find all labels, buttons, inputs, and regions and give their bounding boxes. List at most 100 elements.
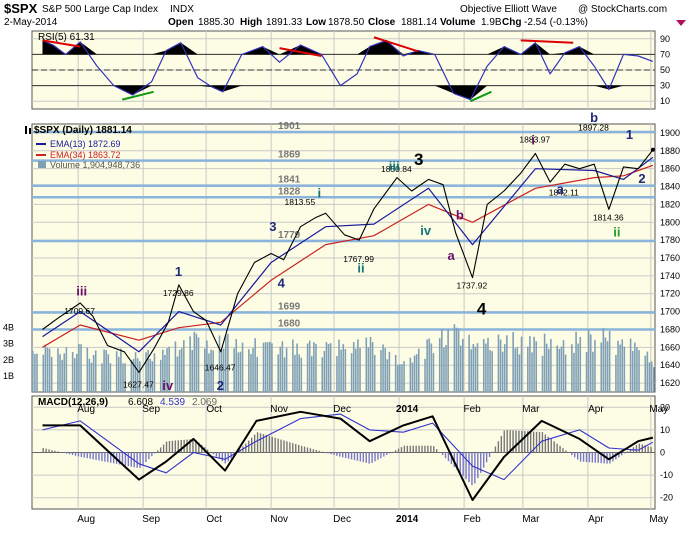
volume-bar: [51, 357, 53, 392]
macd-histogram-bar: [166, 442, 167, 453]
volume-bar: [519, 354, 521, 392]
macd-histogram-bar: [389, 453, 390, 454]
volume-bar: [563, 340, 565, 392]
macd-histogram-bar: [216, 453, 217, 457]
macd-histogram-bar: [504, 431, 505, 453]
volume-bar: [366, 338, 368, 392]
macd-histogram-bar: [592, 453, 593, 463]
low-value: 1878.50: [328, 17, 365, 28]
macd-histogram-bar: [304, 447, 305, 453]
macd-histogram-bar: [418, 446, 419, 453]
volume-bar: [72, 352, 74, 392]
volume-bar: [514, 348, 516, 392]
last-price-marker: [651, 148, 655, 152]
macd-histogram-bar: [363, 453, 364, 463]
macd-tick-label: -20: [660, 493, 673, 503]
price-x-axis-label: May: [649, 404, 668, 415]
volume-bar: [277, 354, 279, 392]
level-label: 1779: [278, 230, 301, 241]
wave-label: 2: [638, 171, 645, 186]
macd-histogram-bar: [54, 451, 55, 453]
volume-bar: [546, 344, 548, 392]
macd-histogram-bar: [624, 453, 625, 454]
volume-bar: [296, 343, 298, 392]
volume-bar: [533, 337, 535, 392]
macd-histogram-bar: [75, 453, 76, 456]
macd-histogram-bar: [371, 453, 372, 463]
volume-bar: [460, 346, 462, 392]
macd-histogram-bar: [474, 453, 475, 484]
volume-bar: [36, 354, 38, 392]
macd-histogram-bar: [413, 446, 414, 453]
volume-bar: [235, 339, 237, 392]
volume-bar: [445, 345, 447, 392]
macd-histogram-bar: [545, 434, 546, 452]
price-annotation: 1709.67: [64, 306, 95, 316]
volume-bar: [619, 345, 621, 392]
macd-histogram-bar: [225, 453, 226, 464]
volume-bar: [370, 337, 372, 392]
macd-histogram-bar: [128, 453, 129, 467]
macd-histogram-bar: [269, 436, 270, 453]
volume-bar: [282, 341, 284, 392]
volume-bar: [636, 347, 638, 392]
price-tick-label: 1720: [660, 289, 680, 299]
macd-histogram-bar: [501, 436, 502, 453]
macd-histogram-bar: [509, 430, 510, 452]
volume-bar: [473, 344, 475, 392]
macd-histogram-bar: [595, 453, 596, 463]
volume-bar: [263, 343, 265, 392]
volume-bar: [294, 355, 296, 392]
volume-bar: [498, 334, 500, 392]
volume-bar: [512, 332, 514, 392]
level-label: 1901: [278, 121, 301, 132]
volume-bar: [286, 348, 288, 392]
wave-label: a: [448, 248, 456, 263]
price-annotation: 1737.92: [457, 281, 488, 291]
macd-histogram-bar: [160, 447, 161, 452]
volume-bar: [338, 340, 340, 392]
volume-bar: [336, 356, 338, 392]
macd-histogram-bar: [298, 445, 299, 453]
volume-bar: [577, 343, 579, 392]
macd-histogram-bar: [486, 453, 487, 463]
volume-bar: [632, 351, 634, 392]
quote-readout: Open 1885.30 High 1891.33 Low 1878.50 Cl…: [168, 17, 588, 28]
macd-histogram-bar: [430, 446, 431, 453]
macd-histogram-bar: [289, 442, 290, 452]
volume-bar: [487, 338, 489, 392]
macd-x-axis-label: Sep: [142, 514, 160, 525]
volume-bar: [330, 343, 332, 392]
macd-histogram-bar: [186, 440, 187, 453]
volume-bar: [76, 354, 78, 392]
macd-histogram-bar: [459, 453, 460, 474]
volume-bar: [326, 342, 328, 392]
volume-bar: [238, 352, 240, 392]
volume-bar: [517, 347, 519, 392]
macd-histogram-bar: [495, 446, 496, 452]
volume-bar: [42, 355, 44, 392]
level-label: 1680: [278, 318, 301, 329]
macd-histogram-bar: [621, 453, 622, 456]
volume-bar: [424, 359, 426, 392]
macd-histogram-bar: [316, 450, 317, 452]
macd-histogram-bar: [89, 453, 90, 459]
level-label: 1828: [278, 186, 301, 197]
volume-bar: [382, 344, 384, 392]
down-arrow-icon: [676, 20, 686, 26]
macd-histogram-bar: [407, 446, 408, 453]
macd-histogram-bar: [313, 449, 314, 452]
volume-bar: [603, 328, 605, 392]
ema34-legend: EMA(34) 1863.72: [50, 150, 121, 160]
macd-histogram-bar: [421, 446, 422, 453]
volume-tick-label: 3B: [3, 339, 14, 349]
histogram-value: 2.069: [192, 397, 217, 408]
volume-bar: [649, 362, 651, 392]
macd-x-axis-label: May: [649, 514, 668, 525]
macd-histogram-bar: [333, 453, 334, 455]
macd-histogram-bar: [101, 453, 102, 462]
volume-label: Volume: [440, 17, 476, 28]
macd-histogram-bar: [477, 453, 478, 479]
macd-histogram-bar: [627, 451, 628, 452]
macd-histogram-bar: [72, 453, 73, 456]
